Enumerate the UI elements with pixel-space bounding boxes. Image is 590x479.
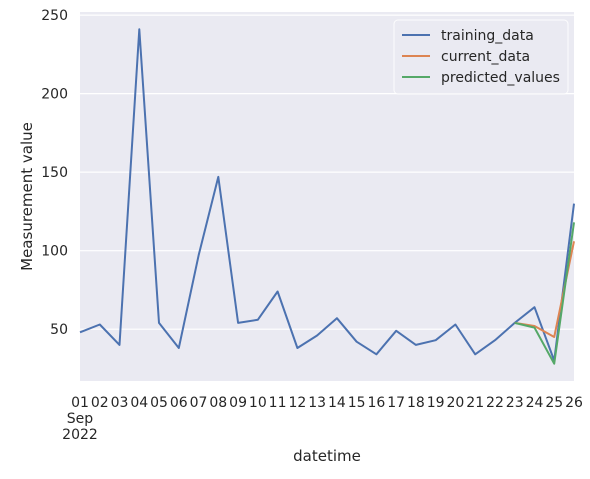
grid-lines — [80, 14, 574, 330]
x-tick-label: 01 Sep 2022 — [62, 395, 98, 443]
x-tick-label: 22 — [486, 395, 504, 411]
y-tick-label: 250 — [41, 8, 68, 24]
x-tick-label: 11 — [269, 395, 287, 411]
x-tick-label: 13 — [308, 395, 326, 411]
legend: training_data current_data predicted_value… — [393, 19, 569, 95]
x-tick-label: 10 — [249, 395, 267, 411]
x-tick-label: 02 — [91, 395, 109, 411]
legend-box — [393, 19, 569, 95]
x-tick-label: 14 — [328, 395, 346, 411]
y-axis-label: Measurement value — [18, 122, 36, 271]
series-line-predicted-values — [514, 222, 575, 365]
x-tick-label: 09 — [229, 395, 247, 411]
legend-label: training_data — [441, 28, 534, 44]
x-tick-label: 15 — [348, 395, 366, 411]
x-tick-label: 16 — [367, 395, 385, 411]
y-tick-label: 150 — [41, 165, 68, 181]
x-tick-label: 20 — [447, 395, 465, 411]
x-tick-label: 08 — [209, 395, 227, 411]
x-tick-label: 18 — [407, 395, 425, 411]
x-tick-label: 25 — [545, 395, 563, 411]
legend-label: predicted_values — [441, 70, 560, 86]
x-tick-label: 12 — [288, 395, 306, 411]
x-tick-label: 07 — [190, 395, 208, 411]
y-tick-labels: 50 100 150 200 250 — [41, 8, 68, 338]
legend-label: current_data — [441, 49, 530, 65]
x-tick-label: 06 — [170, 395, 188, 411]
x-axis-label: datetime — [293, 447, 361, 465]
x-tick-label: 03 — [111, 395, 129, 411]
series-lines — [79, 28, 575, 365]
x-tick-label: 24 — [526, 395, 544, 411]
x-tick-label: 04 — [130, 395, 148, 411]
y-tick-label: 100 — [41, 244, 68, 260]
x-tick-label: 17 — [387, 395, 405, 411]
y-tick-label: 50 — [50, 322, 68, 338]
x-tick-label: 23 — [506, 395, 524, 411]
x-tick-label: 19 — [427, 395, 445, 411]
series-line-training-data — [79, 28, 575, 362]
x-tick-label: 21 — [466, 395, 484, 411]
y-tick-label: 200 — [41, 87, 68, 103]
x-tick-label: 05 — [150, 395, 168, 411]
x-tick-label: 26 — [565, 395, 583, 411]
